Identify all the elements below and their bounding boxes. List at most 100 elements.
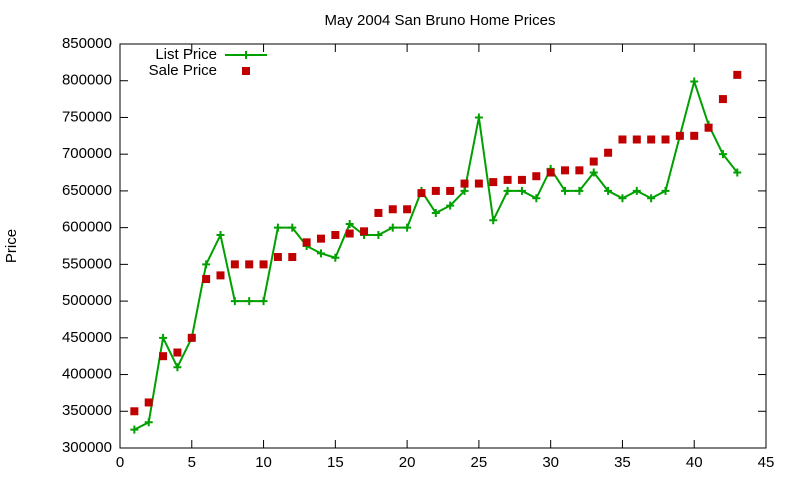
point-marker [718, 150, 727, 159]
point-marker [417, 189, 426, 198]
point-marker [316, 234, 325, 243]
x-tick-label: 10 [255, 454, 272, 471]
point-marker [661, 135, 670, 144]
point-marker [733, 168, 742, 177]
point-marker [632, 135, 641, 144]
y-tick-label: 800000 [62, 72, 112, 89]
point-marker [690, 131, 699, 140]
x-tick-label: 40 [686, 454, 703, 471]
point-marker [273, 253, 282, 262]
point-marker [647, 135, 656, 144]
point-marker [202, 260, 211, 269]
point-marker [144, 398, 153, 407]
point-marker [675, 131, 684, 140]
series-line [133, 77, 739, 431]
y-tick-label: 550000 [62, 255, 112, 272]
x-tick-label: 20 [399, 454, 416, 471]
x-tick-label: 0 [116, 454, 124, 471]
point-marker [345, 219, 354, 228]
point-marker [316, 249, 325, 258]
point-marker [589, 157, 598, 166]
point-marker [474, 113, 483, 122]
point-marker [259, 297, 268, 306]
point-marker [517, 186, 526, 195]
x-tick-label: 45 [758, 454, 775, 471]
y-tick-label: 750000 [62, 108, 112, 125]
legend-marker [242, 51, 250, 59]
point-marker [130, 425, 139, 434]
point-marker [431, 208, 440, 217]
point-marker [460, 179, 469, 188]
point-marker [575, 186, 584, 195]
point-marker [632, 186, 641, 195]
point-marker [202, 275, 211, 284]
point-marker [431, 186, 440, 195]
point-marker [718, 95, 727, 104]
point-marker [460, 186, 469, 195]
point-marker [288, 223, 297, 232]
point-marker [288, 253, 297, 262]
legend-label: List Price [155, 46, 217, 63]
y-tick-label: 400000 [62, 366, 112, 383]
point-marker [302, 238, 311, 247]
point-marker [374, 230, 383, 239]
point-marker [561, 166, 570, 175]
point-marker [517, 175, 526, 184]
y-tick-label: 650000 [62, 182, 112, 199]
point-marker [532, 194, 541, 203]
point-marker [446, 186, 455, 195]
legend-marker [242, 67, 250, 75]
x-tick-label: 15 [327, 454, 344, 471]
point-marker [489, 216, 498, 225]
point-marker [173, 348, 182, 357]
point-marker [604, 148, 613, 157]
y-tick-label: 450000 [62, 329, 112, 346]
point-marker [474, 179, 483, 188]
point-marker [245, 297, 254, 306]
point-marker [589, 168, 598, 177]
point-marker [446, 201, 455, 210]
y-axis-label: Price [3, 229, 20, 263]
point-marker [647, 194, 656, 203]
point-marker [259, 260, 268, 269]
point-marker [503, 186, 512, 195]
point-marker [331, 230, 340, 239]
point-marker [532, 172, 541, 181]
point-marker [403, 223, 412, 232]
point-marker [618, 135, 627, 144]
y-tick-label: 300000 [62, 439, 112, 456]
point-marker [690, 77, 699, 86]
point-marker [503, 175, 512, 184]
point-marker [733, 70, 742, 79]
plot-border [119, 43, 767, 449]
point-marker [618, 194, 627, 203]
legend-label: Sale Price [149, 62, 217, 79]
point-marker [575, 166, 584, 175]
point-marker [345, 229, 354, 238]
point-marker [216, 271, 225, 280]
point-marker [704, 123, 713, 132]
point-marker [561, 186, 570, 195]
x-tick-label: 25 [471, 454, 488, 471]
point-marker [130, 407, 139, 416]
point-marker [230, 260, 239, 269]
point-marker [374, 208, 383, 217]
point-marker [245, 260, 254, 269]
point-marker [159, 352, 168, 361]
point-marker [173, 363, 182, 372]
point-marker [216, 230, 225, 239]
y-tick-label: 350000 [62, 402, 112, 419]
y-tick-label: 850000 [62, 35, 112, 52]
point-marker [661, 186, 670, 195]
point-marker [187, 333, 196, 342]
point-marker [230, 297, 239, 306]
chart-title: May 2004 San Bruno Home Prices [325, 12, 556, 29]
y-tick-label: 700000 [62, 145, 112, 162]
x-tick-label: 5 [188, 454, 196, 471]
point-marker [360, 227, 369, 236]
point-marker [273, 223, 282, 232]
point-marker [489, 178, 498, 187]
point-marker [546, 168, 555, 177]
point-marker [604, 186, 613, 195]
